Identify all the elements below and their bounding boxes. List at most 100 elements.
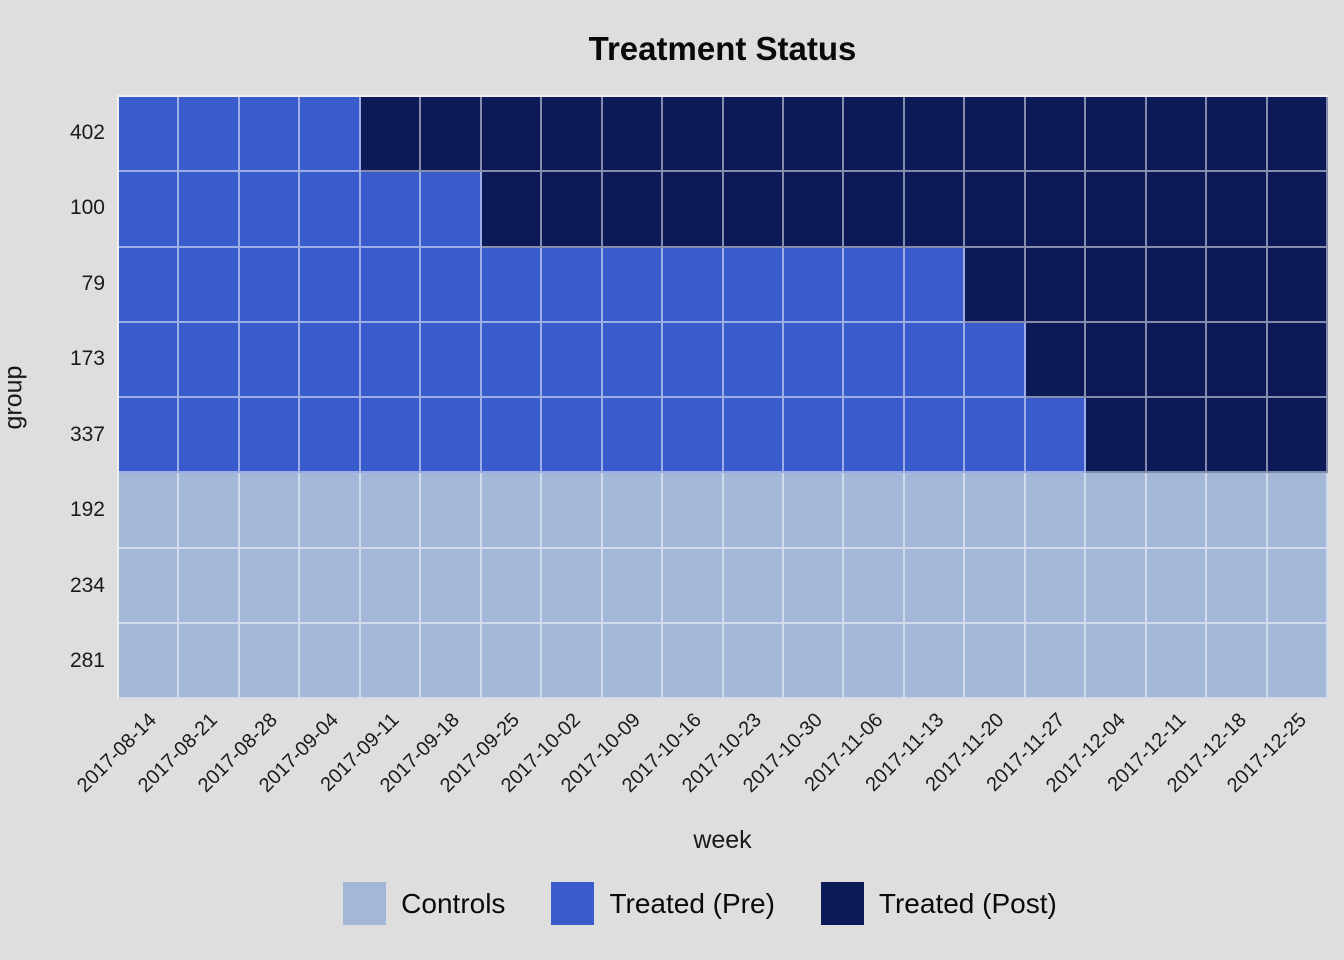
heatmap-cell-173-2017-08-14 — [119, 322, 180, 398]
heatmap-cell-100-2017-09-25 — [481, 172, 543, 248]
heatmap-cell-100-2017-12-11 — [1146, 172, 1208, 248]
y-tick-label-234: 234 — [69, 573, 105, 597]
heatmap-cell-402-2017-10-23 — [723, 97, 784, 173]
heatmap-cell-79-2017-08-21 — [179, 247, 240, 323]
heatmap-cell-281-2017-09-18 — [421, 623, 482, 699]
heatmap-cell-281-2017-08-14 — [119, 623, 180, 699]
heatmap-cell-337-2017-12-25 — [1267, 398, 1328, 474]
heatmap-cell-79-2017-12-04 — [1086, 247, 1147, 323]
heatmap-cell-79-2017-10-30 — [783, 247, 845, 323]
y-tick-label-100: 100 — [69, 196, 105, 220]
heatmap-cell-192-2017-11-13 — [904, 473, 966, 549]
heatmap-cell-234-2017-09-11 — [360, 548, 422, 624]
legend-item-control: Controls — [343, 882, 505, 925]
heatmap-cell-234-2017-12-18 — [1207, 548, 1268, 624]
heatmap-cell-79-2017-10-23 — [723, 247, 784, 323]
legend: Controls Treated (Pre) Treated (Post) — [0, 882, 1344, 925]
heatmap-cell-281-2017-10-09 — [602, 623, 664, 699]
heatmap-cell-100-2017-11-13 — [904, 172, 966, 248]
heatmap-cell-234-2017-10-23 — [723, 548, 784, 624]
heatmap-cell-173-2017-09-18 — [421, 322, 482, 398]
heatmap-cell-173-2017-12-18 — [1207, 322, 1268, 398]
heatmap-cell-79-2017-09-18 — [421, 247, 482, 323]
heatmap-cell-337-2017-12-04 — [1086, 398, 1147, 474]
heatmap-cell-402-2017-08-21 — [179, 97, 240, 173]
heatmap-cell-100-2017-10-30 — [783, 172, 845, 248]
heatmap-cell-234-2017-11-20 — [965, 548, 1026, 624]
heatmap-cell-402-2017-09-11 — [360, 97, 422, 173]
heatmap-cell-234-2017-10-16 — [663, 548, 724, 624]
heatmap-cell-281-2017-11-06 — [844, 623, 905, 699]
heatmap-cell-337-2017-10-30 — [783, 398, 845, 474]
heatmap-cell-402-2017-08-14 — [119, 97, 180, 173]
heatmap-cell-402-2017-09-25 — [481, 97, 543, 173]
heatmap-cell-281-2017-09-04 — [300, 623, 361, 699]
y-axis-ticks: 402 100 79 173 337 192 234 281 — [0, 95, 105, 699]
heatmap-cell-173-2017-12-25 — [1267, 322, 1328, 398]
heatmap-cell-79-2017-11-20 — [965, 247, 1026, 323]
heatmap-cell-192-2017-09-18 — [421, 473, 482, 549]
legend-item-post: Treated (Post) — [820, 882, 1057, 925]
heatmap-cell-192-2017-11-06 — [844, 473, 905, 549]
heatmap-cell-79-2017-11-06 — [844, 247, 905, 323]
heatmap-cell-402-2017-12-11 — [1146, 97, 1208, 173]
heatmap-cell-234-2017-09-25 — [481, 548, 543, 624]
x-axis-ticks: 2017-08-14 2017-08-21 2017-08-28 2017-09-04… — [73, 699, 1328, 809]
heatmap-cell-100-2017-10-02 — [542, 172, 603, 248]
heatmap-cell-281-2017-10-30 — [783, 623, 845, 699]
legend-swatch-pre — [551, 882, 595, 925]
heatmap-cell-337-2017-09-04 — [300, 398, 361, 474]
heatmap-cell-100-2017-08-28 — [239, 172, 301, 248]
heatmap-cell-337-2017-10-02 — [542, 398, 603, 474]
heatmap-cell-192-2017-11-20 — [965, 473, 1026, 549]
heatmap-cell-173-2017-08-21 — [179, 322, 240, 398]
heatmap-cell-192-2017-12-18 — [1207, 473, 1268, 549]
heatmap-cell-79-2017-09-11 — [360, 247, 422, 323]
heatmap-cell-234-2017-08-28 — [239, 548, 301, 624]
heatmap-cell-281-2017-09-11 — [360, 623, 422, 699]
heatmap-cell-100-2017-09-18 — [421, 172, 482, 248]
y-tick-label-281: 281 — [69, 649, 105, 673]
chart-title: Treatment Status — [588, 30, 857, 67]
y-tick-label-337: 337 — [69, 422, 105, 446]
heatmap-cell-337-2017-12-18 — [1207, 398, 1268, 474]
heatmap-cell-192-2017-09-04 — [300, 473, 361, 549]
heatmap-cell-173-2017-10-16 — [663, 322, 724, 398]
heatmap-cell-100-2017-10-23 — [723, 172, 784, 248]
heatmap-cell-173-2017-10-30 — [783, 322, 845, 398]
heatmap-cell-100-2017-12-18 — [1207, 172, 1268, 248]
heatmap-cell-402-2017-09-18 — [421, 97, 482, 173]
heatmap-cell-192-2017-12-25 — [1267, 473, 1328, 549]
heatmap-cell-337-2017-11-13 — [904, 398, 966, 474]
heatmap-cell-281-2017-12-11 — [1146, 623, 1208, 699]
heatmap-cell-173-2017-09-04 — [300, 322, 361, 398]
heatmap-cell-402-2017-12-25 — [1267, 97, 1328, 173]
heatmap-cell-79-2017-10-02 — [542, 247, 603, 323]
heatmap-cell-79-2017-12-18 — [1207, 247, 1268, 323]
heatmap-cell-192-2017-10-02 — [542, 473, 603, 549]
heatmap-cell-337-2017-09-18 — [421, 398, 482, 474]
heatmap-cell-337-2017-12-11 — [1146, 398, 1208, 474]
heatmap-cell-100-2017-08-14 — [119, 172, 180, 248]
heatmap-cell-100-2017-12-25 — [1267, 172, 1328, 248]
heatmap-cell-192-2017-08-28 — [239, 473, 301, 549]
heatmap-cell-337-2017-10-23 — [723, 398, 784, 474]
heatmap-cell-234-2017-12-11 — [1146, 548, 1208, 624]
heatmap-cell-192-2017-08-14 — [119, 473, 180, 549]
heatmap-cell-337-2017-08-14 — [119, 398, 180, 474]
heatmap-cell-234-2017-11-06 — [844, 548, 905, 624]
heatmap-cell-192-2017-09-25 — [481, 473, 543, 549]
heatmap-cell-402-2017-12-04 — [1086, 97, 1147, 173]
heatmap-cell-234-2017-12-25 — [1267, 548, 1328, 624]
heatmap-cell-192-2017-10-30 — [783, 473, 845, 549]
heatmap-cell-337-2017-11-27 — [1025, 398, 1087, 474]
heatmap-cell-337-2017-11-20 — [965, 398, 1026, 474]
heatmap-cell-402-2017-10-30 — [783, 97, 845, 173]
legend-label-post: Treated (Post) — [878, 887, 1057, 919]
heatmap-cell-234-2017-08-21 — [179, 548, 240, 624]
heatmap-cell-337-2017-09-25 — [481, 398, 543, 474]
y-tick-label-173: 173 — [69, 347, 105, 371]
heatmap-cell-100-2017-10-16 — [663, 172, 724, 248]
heatmap-cell-173-2017-10-23 — [723, 322, 784, 398]
heatmap-cell-234-2017-09-04 — [300, 548, 361, 624]
